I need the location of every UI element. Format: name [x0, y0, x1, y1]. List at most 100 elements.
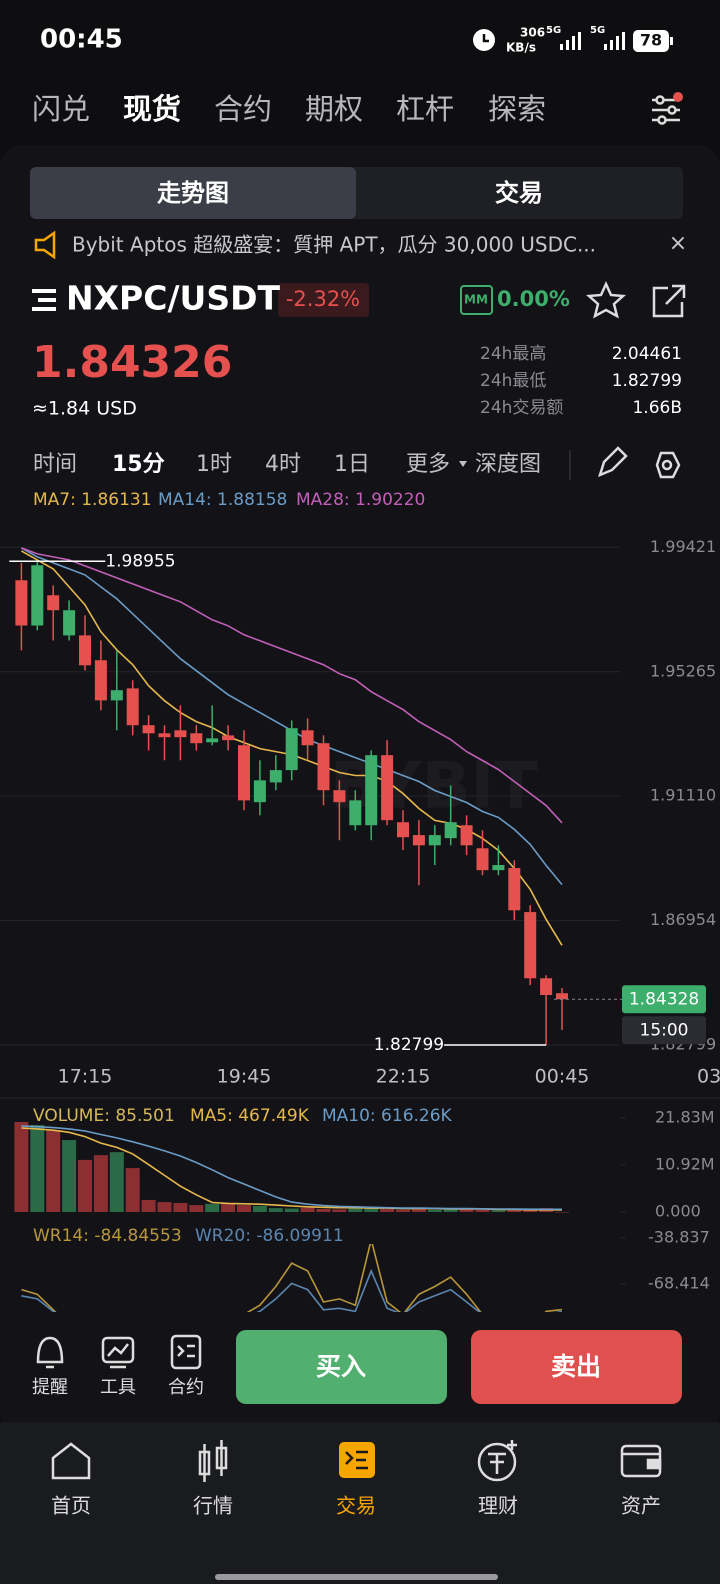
tools-icon[interactable]	[101, 1336, 135, 1369]
nav-tab[interactable]: 闪兑	[32, 92, 90, 126]
volume-bar	[396, 1209, 410, 1212]
net-speed: 306	[520, 26, 545, 40]
candle-body	[190, 733, 203, 744]
volume-bar	[141, 1199, 156, 1212]
tab-label[interactable]: 资产	[621, 1494, 661, 1518]
star-icon[interactable]	[585, 280, 627, 319]
stat-value: 1.66B	[632, 398, 682, 418]
interval[interactable]: 深度图	[475, 452, 541, 477]
interval[interactable]: 时间	[33, 452, 77, 477]
y-tick-label: 1.95265	[650, 661, 716, 680]
signal-icons	[560, 32, 625, 50]
y-tick-label: 0.000	[655, 1202, 701, 1221]
action-label: 工具	[100, 1377, 136, 1398]
candle-body	[174, 730, 187, 738]
change-badge	[278, 283, 369, 317]
y-tick-label: 1.99421	[650, 537, 716, 556]
volume-bar	[507, 1209, 522, 1212]
pair-change: -2.32%	[286, 287, 360, 311]
announcement-close[interactable]: ×	[669, 231, 687, 256]
view-tab[interactable]: 交易	[495, 179, 543, 207]
speaker-icon	[34, 230, 56, 260]
sell-button[interactable]	[471, 1330, 682, 1404]
candle-body	[222, 735, 235, 741]
candle-body	[110, 690, 123, 701]
candle-body	[285, 728, 298, 771]
interval[interactable]: 更多	[406, 452, 450, 477]
volume-bar	[46, 1130, 61, 1212]
volume-bar	[252, 1205, 267, 1212]
interval[interactable]: 15分	[112, 452, 165, 477]
volume-bar	[475, 1209, 490, 1212]
pencil-icon[interactable]	[598, 446, 628, 478]
volume-bar	[364, 1206, 379, 1212]
bell-icon[interactable]	[36, 1336, 64, 1369]
action-label: 合约	[168, 1377, 204, 1398]
volume-bar	[300, 1207, 315, 1212]
nav-tab[interactable]: 期权	[305, 92, 363, 126]
legend-entry: MA5: 467.49K	[190, 1106, 310, 1126]
candle-body	[365, 755, 378, 826]
nav-tab[interactable]: 合约	[214, 92, 272, 126]
candle-body	[15, 580, 28, 626]
announcement: Bybit Aptos 超級盛宴：質押 APT，瓜分 30,000 USDC..…	[72, 233, 596, 257]
stat-value: 1.82799	[612, 371, 682, 391]
nav-tab[interactable]: 现货	[123, 92, 181, 126]
interval[interactable]: 1时	[196, 452, 232, 477]
candle-body	[524, 912, 537, 979]
volume-bar	[411, 1209, 426, 1212]
volume-bar	[205, 1203, 220, 1212]
candle-body	[428, 835, 441, 846]
y-tick-label: -68.414	[648, 1274, 710, 1293]
countdown-tag	[622, 1016, 706, 1045]
volume-bar	[109, 1152, 124, 1212]
candle-body	[94, 660, 107, 701]
volume-bar	[173, 1202, 188, 1212]
candle-body	[460, 825, 473, 846]
view-tab[interactable]: 走势图	[157, 179, 229, 207]
last-price-label: 1.84328	[629, 989, 699, 1009]
tab-label[interactable]: 交易	[336, 1494, 376, 1518]
candle-body	[47, 595, 60, 611]
contract-icon[interactable]	[170, 1334, 202, 1370]
volume-bar	[348, 1208, 363, 1212]
nav-tab[interactable]: 杠杆	[396, 92, 454, 126]
legend-entry: WR14: -84.84553	[33, 1226, 182, 1246]
tab-label[interactable]: 理财	[478, 1494, 518, 1518]
interval[interactable]: 1日	[334, 452, 370, 477]
market-icon[interactable]	[198, 1440, 228, 1482]
volume-bar	[380, 1208, 395, 1212]
volume-bar	[30, 1125, 45, 1212]
nav-tab[interactable]: 探索	[488, 92, 546, 126]
notify-dot	[673, 92, 683, 102]
candle-body	[540, 978, 553, 996]
interval[interactable]: 4时	[265, 452, 301, 477]
candle-body	[381, 755, 394, 821]
settings-icon[interactable]	[655, 451, 681, 479]
volume-ma-line	[21, 1125, 562, 1211]
candle-body	[31, 565, 44, 626]
wr-line	[21, 1244, 562, 1312]
volume-bar	[332, 1209, 347, 1212]
y-tick-label: 21.83M	[655, 1108, 715, 1127]
tab-label[interactable]: 首页	[51, 1494, 91, 1518]
assets-icon[interactable]	[620, 1444, 662, 1478]
earn-icon[interactable]	[477, 1440, 517, 1482]
candle-body	[301, 730, 314, 746]
home-icon[interactable]	[51, 1442, 91, 1480]
volume-bar	[491, 1210, 506, 1212]
pair-symbol: NXPC/USDT	[66, 279, 280, 318]
tab-label[interactable]: 行情	[193, 1494, 233, 1518]
trade-icon[interactable]	[339, 1442, 375, 1478]
mm-change: 0.00%	[497, 287, 570, 311]
candle-body	[556, 993, 568, 1000]
action-label: 提醒	[32, 1377, 68, 1398]
share-icon[interactable]	[652, 284, 686, 318]
candle-body	[206, 738, 219, 743]
volume-bar	[316, 1208, 331, 1212]
buy-label: 买入	[316, 1352, 366, 1381]
menu-icon[interactable]	[32, 289, 56, 311]
net-speed-unit: KB/s	[506, 41, 536, 55]
candle-body	[412, 835, 425, 846]
buy-button[interactable]	[236, 1330, 447, 1404]
